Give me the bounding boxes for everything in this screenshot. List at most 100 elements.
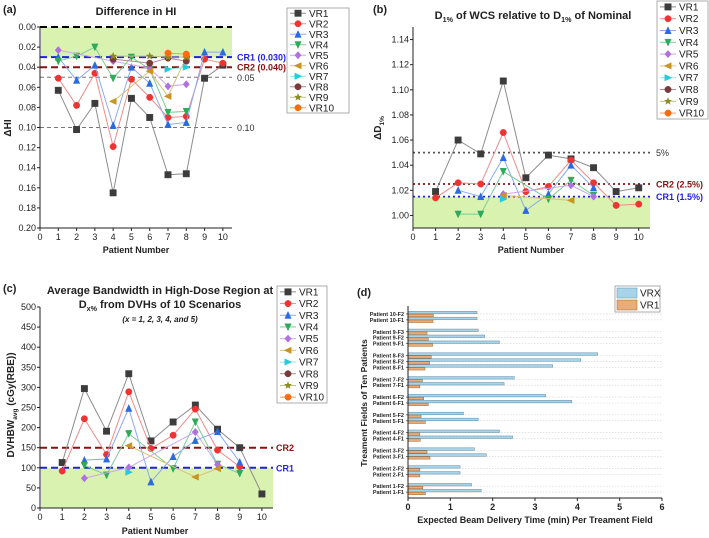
data-point xyxy=(454,210,462,219)
reference-line-label: CR2 (2.5%) xyxy=(656,180,703,190)
legend-marker xyxy=(284,370,292,378)
y-axis-label: ΔD1% xyxy=(373,116,386,140)
y-tick-label: 0.10 xyxy=(18,123,36,133)
reference-line-label: CR1 (1.5%) xyxy=(656,192,703,202)
y-axis-label-part: ΔD xyxy=(373,125,384,139)
data-point xyxy=(219,59,227,67)
chart-title-line2: Dx% from DVHs of 10 Scenarios xyxy=(79,299,242,313)
category-label: Patient 8-F2 xyxy=(373,359,404,365)
data-point xyxy=(164,120,172,128)
bar-vr1 xyxy=(407,331,428,335)
series-line xyxy=(113,57,187,64)
legend-label: VR1 xyxy=(640,301,660,312)
data-point xyxy=(169,418,177,426)
category-label: Patient 6-F2 xyxy=(373,395,404,401)
panel-label: (b) xyxy=(373,4,387,16)
data-point xyxy=(125,404,133,412)
legend-label: VR3 xyxy=(299,311,319,322)
data-point xyxy=(125,370,133,378)
legend-marker xyxy=(284,288,292,296)
bar-vr1 xyxy=(407,432,421,436)
legend-label: VR10 xyxy=(309,103,334,114)
data-point xyxy=(109,143,117,151)
legend-label: VR1 xyxy=(679,2,699,13)
legend-marker xyxy=(294,41,302,50)
chart-title-line2-part: D xyxy=(79,299,87,311)
data-point xyxy=(109,74,117,83)
data-point xyxy=(191,405,199,413)
x-tick-label: 7 xyxy=(193,512,198,522)
y-axis-label-part: (cGy(RBE)) xyxy=(6,352,17,408)
legend-marker xyxy=(293,62,302,70)
chart-title-part: of Nominal xyxy=(571,10,631,22)
legend-marker xyxy=(664,26,672,34)
data-point xyxy=(54,74,62,82)
x-tick-label: 6 xyxy=(147,232,152,242)
x-tick-label: 2 xyxy=(82,512,87,522)
data-point xyxy=(544,195,553,204)
series-vr3 xyxy=(54,47,227,129)
y-axis-label-part: 1% xyxy=(379,116,386,126)
reference-line-label: 0.10 xyxy=(237,123,255,133)
y-tick-label: 1.04 xyxy=(391,160,409,170)
data-point xyxy=(182,57,190,65)
x-axis-label: Patient Number xyxy=(498,245,565,255)
category-label: Patient 8-F1 xyxy=(373,365,404,371)
legend-swatch xyxy=(616,287,638,299)
series-line xyxy=(435,131,639,206)
x-tick-label: 1 xyxy=(448,502,453,512)
data-point xyxy=(127,94,135,102)
x-tick-label: 8 xyxy=(591,232,596,242)
y-tick-label: 200 xyxy=(21,423,36,433)
bar-vrx xyxy=(407,334,485,338)
x-tick-label: 1 xyxy=(433,232,438,242)
bar-vr1 xyxy=(407,468,421,472)
chart-title-part: 1% xyxy=(443,16,454,24)
data-point xyxy=(73,101,81,109)
bar-vrx xyxy=(407,328,479,332)
category-label: Patient 3-F2 xyxy=(373,449,404,455)
data-point xyxy=(109,189,117,197)
data-point xyxy=(164,65,173,73)
data-point xyxy=(54,46,62,55)
series-line xyxy=(503,194,572,201)
legend-label: VR10 xyxy=(679,109,704,120)
legend-label: VR9 xyxy=(309,93,329,104)
category-label: Patient 4-F2 xyxy=(373,431,404,437)
data-point xyxy=(182,50,190,58)
data-point xyxy=(127,62,136,71)
series-vr6 xyxy=(124,442,221,481)
legend-label: VR3 xyxy=(679,26,699,37)
data-point xyxy=(236,457,244,466)
y-tick-label: 150 xyxy=(21,443,36,453)
data-point xyxy=(164,171,172,179)
series-line xyxy=(57,51,223,128)
legend-marker xyxy=(284,334,292,343)
legend-marker xyxy=(284,310,292,319)
series-vr10 xyxy=(164,49,190,58)
chart-title-line2-part: from DVHs of 10 Scenarios xyxy=(97,299,241,311)
bar-vr1 xyxy=(407,438,421,442)
bar-vr1 xyxy=(407,337,429,341)
chart-title-part: of WCS relative to D xyxy=(453,10,561,22)
bar-vrx xyxy=(407,411,464,415)
legend-marker xyxy=(283,380,293,390)
category-label: Patient 10-F1 xyxy=(370,318,404,324)
legend-marker xyxy=(664,109,672,117)
x-tick-label: 4 xyxy=(126,512,131,522)
bar-vr1 xyxy=(407,361,430,365)
data-point xyxy=(146,78,154,87)
legend-label: VR2 xyxy=(309,19,329,30)
series-vr6 xyxy=(498,191,575,204)
category-label: Patient 1-F1 xyxy=(373,490,404,496)
bar-vrx xyxy=(407,471,461,475)
series-vr2 xyxy=(58,388,244,475)
legend-label: VR4 xyxy=(309,40,329,51)
series-vr7 xyxy=(125,468,134,476)
legend-label: VR7 xyxy=(309,72,329,83)
data-point xyxy=(146,59,154,67)
data-point xyxy=(590,164,598,172)
x-tick-label: 3 xyxy=(92,232,97,242)
category-label: Patient 2-F2 xyxy=(373,466,404,472)
